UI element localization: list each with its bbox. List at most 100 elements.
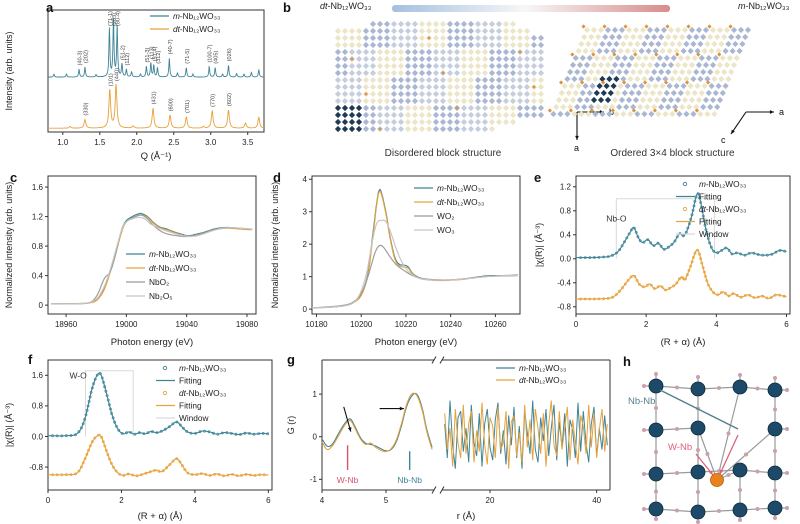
svg-text:10180: 10180 [305,320,328,329]
panel-g-letter: g [287,352,295,367]
svg-text:6: 6 [784,320,789,329]
svg-text:dt-Nb₁₂WO₃₃: dt-Nb₁₂WO₃₃ [149,263,196,273]
panel-b-right-title: m-Nb₁₂WO₃₃ [738,1,790,11]
svg-text:0.0: 0.0 [560,255,572,264]
panel-h-letter: h [623,354,631,369]
svg-text:10220: 10220 [395,320,418,329]
svg-text:W-O: W-O [69,370,87,380]
panel-c-letter: c [10,170,18,185]
nb-atom [690,381,706,397]
svg-text:(80-4): (80-4) [116,11,122,26]
svg-text:Normalized intensity (arb. uni: Normalized intensity (arb. units) [270,182,280,309]
nb-atom [648,466,664,482]
svg-text:10260: 10260 [484,320,507,329]
svg-text:Nb-Nb: Nb-Nb [397,475,422,485]
svg-text:Window: Window [699,229,730,239]
panel-a: 1.0 1.5 2.0 2.5 3.0 3.5 Q (Å⁻¹) Intensity (arb.… [0,0,272,164]
nb-atom [767,382,783,398]
svg-text:3.0: 3.0 [205,138,217,147]
svg-text:|χ(R)| (Å⁻³): |χ(R)| (Å⁻³) [4,403,14,447]
svg-text:Photon energy (eV): Photon energy (eV) [375,337,457,348]
svg-text:(113): (113) [149,46,155,59]
panel-d: 10180 10200 10220 10240 10260 0 1 2 3 4 Photon ene… [266,164,530,350]
svg-text:40: 40 [592,496,601,505]
nb-atom [690,464,706,480]
svg-text:Normalized intensity (arb. uni: Normalized intensity (arb. units) [4,182,14,309]
svg-text:0: 0 [46,496,51,505]
svg-text:20: 20 [486,496,495,505]
svg-text:dt-Nb₁₂WO₃₃: dt-Nb₁₂WO₃₃ [699,204,746,214]
svg-text:4: 4 [303,175,308,184]
svg-text:r (Å): r (Å) [457,511,475,522]
svg-text:dt-Nb₁₂WO₃₃: dt-Nb₁₂WO₃₃ [173,24,220,34]
svg-text:Q (Å⁻¹): Q (Å⁻¹) [141,151,172,162]
svg-text:dt-Nb₁₂WO₃₃: dt-Nb₁₂WO₃₃ [519,375,566,385]
svg-text:Fitting: Fitting [179,401,202,411]
label-w-nb: W-Nb [668,442,693,453]
svg-text:G (r): G (r) [286,416,296,435]
ordered-structure [547,24,752,118]
chart-c: 18960 19000 19040 19080 0 0.4 0.8 1.2 1.6 Photon … [4,175,259,348]
svg-text:m-Nb₁₂WO₃₃: m-Nb₁₂WO₃₃ [179,363,226,373]
w-atom [710,473,724,487]
svg-text:b: b [609,107,614,117]
nb-atom [732,379,748,395]
svg-text:-0.8: -0.8 [557,303,571,312]
panel-f-letter: f [28,352,33,367]
svg-text:(40-7): (40-7) [168,39,174,54]
svg-text:2.0: 2.0 [131,138,143,147]
svg-text:0.4: 0.4 [560,231,572,240]
svg-text:1: 1 [303,272,308,281]
panel-e-letter: e [534,170,542,185]
svg-text:m-Nb₁₂WO₃₃: m-Nb₁₂WO₃₃ [149,249,196,259]
svg-text:(701): (701) [185,100,191,113]
panel-b-letter: b [283,0,291,15]
chart-f: 0 2 4 6 -0.8 0.0 0.8 1.6 (R + α) (Å) |χ(R)| (Å⁻³)… [4,359,273,522]
svg-text:dt-Nb₁₂WO₃₃: dt-Nb₁₂WO₃₃ [179,388,226,398]
nb-atom [648,378,664,394]
svg-text:0: 0 [303,305,308,314]
crystal-structure [642,372,789,524]
svg-text:19000: 19000 [115,320,138,329]
nb-atom [648,422,664,438]
nb-atom [767,465,783,481]
panel-f-canvas: 0 2 4 6 -0.8 0.0 0.8 1.6 (R + α) (Å) |χ(R)| (Å⁻³)… [0,350,282,524]
panel-d-canvas: 10180 10200 10220 10240 10260 0 1 2 3 4 Photon ene… [266,164,530,350]
svg-text:-0.4: -0.4 [557,279,571,288]
svg-text:10240: 10240 [440,320,463,329]
panel-f: 0 2 4 6 -0.8 0.0 0.8 1.6 (R + α) (Å) |χ(R)| (Å⁻³)… [0,350,282,524]
svg-text:1.6: 1.6 [32,371,44,380]
svg-text:Nb₂O₅: Nb₂O₅ [149,291,173,301]
panel-e-canvas: 0 2 4 6 -0.8 -0.4 0.0 0.4 0.8 1.2 (R + α) (Å) |χ(R)… [530,164,800,350]
svg-text:10200: 10200 [350,320,373,329]
nb-atom [767,500,783,516]
svg-text:19080: 19080 [236,320,259,329]
svg-text:dt-Nb₁₂WO₃₃: dt-Nb₁₂WO₃₃ [437,197,484,207]
svg-text:6: 6 [266,496,271,505]
svg-text:2: 2 [303,240,308,249]
svg-text:3.5: 3.5 [242,138,254,147]
svg-text:1.2: 1.2 [32,212,44,221]
nb-atom [767,421,783,437]
svg-text:18960: 18960 [55,320,78,329]
panel-e: 0 2 4 6 -0.8 -0.4 0.0 0.4 0.8 1.2 (R + α) (Å) |χ(R)… [530,164,800,350]
svg-text:Intensity (arb. units): Intensity (arb. units) [4,31,14,110]
svg-text:(600): (600) [169,98,175,111]
svg-text:WO₃: WO₃ [437,225,455,235]
svg-text:(51-4): (51-4) [152,46,158,61]
svg-text:(312): (312) [156,51,162,64]
disordered-structure [334,20,545,133]
panel-a-letter: a [46,0,54,15]
panel-g-canvas: 4 5 20 40 -1 0 1 r (Å) G (r) W-Nb Nb-Nb m-Nb₁₂WO₃₃ d… [282,350,618,524]
svg-text:(203): (203) [112,13,118,26]
svg-text:m-Nb₁₂WO₃₃: m-Nb₁₂WO₃₃ [699,179,746,189]
svg-text:(330): (330) [83,102,89,115]
svg-text:(431): (431) [152,91,158,104]
panel-h-canvas [618,350,800,524]
panel-b-right-caption: Ordered 3×4 block structure [610,148,735,159]
svg-text:4: 4 [714,320,719,329]
svg-text:m-Nb₁₂WO₃₃: m-Nb₁₂WO₃₃ [519,363,566,373]
svg-text:a: a [779,107,784,117]
panel-d-letter: d [273,170,281,185]
svg-text:(R + α) (Å): (R + α) (Å) [138,511,183,522]
